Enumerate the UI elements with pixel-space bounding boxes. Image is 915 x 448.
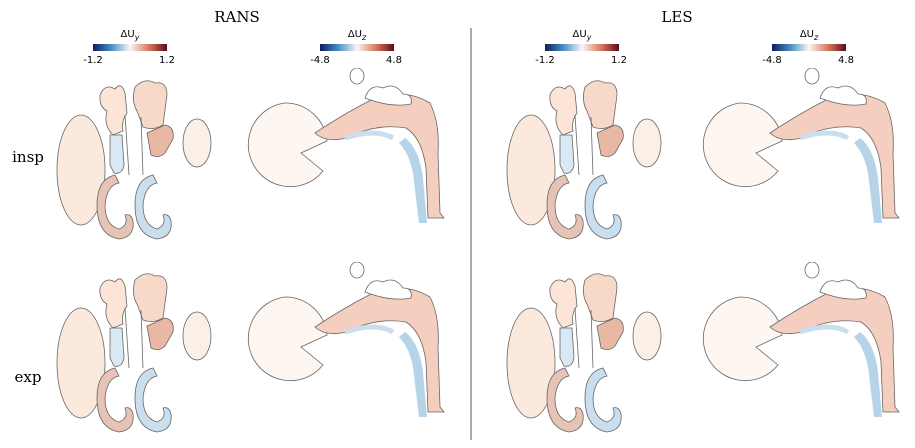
colorbar-symbol: ΔU bbox=[800, 29, 814, 40]
sagittal-field bbox=[703, 262, 899, 417]
colorbar-subscript: y bbox=[586, 33, 592, 42]
column-title: LES bbox=[661, 8, 692, 26]
colorbar-symbol: ΔU bbox=[121, 29, 135, 40]
colorbar-label: ΔUz bbox=[800, 29, 819, 42]
figure: RANS LES insp exp ΔUy-1.21.2ΔUz-4.84.8ΔU… bbox=[0, 0, 915, 444]
colorbar-max: 1.2 bbox=[611, 55, 627, 66]
colorbar-min: -4.8 bbox=[762, 55, 782, 66]
colorbar-label: ΔUz bbox=[348, 29, 367, 42]
colorbar bbox=[772, 44, 846, 51]
colorbar-label: ΔUy bbox=[121, 29, 140, 42]
coronal-field bbox=[507, 274, 661, 432]
colorbar bbox=[320, 44, 394, 51]
colorbar bbox=[93, 44, 167, 51]
colorbar-symbol: ΔU bbox=[573, 29, 587, 40]
colorbar-subscript: y bbox=[134, 33, 140, 42]
row-label: exp bbox=[15, 368, 42, 386]
sagittal-field bbox=[703, 68, 899, 223]
colorbar-max: 4.8 bbox=[838, 55, 854, 66]
colorbar-min: -1.2 bbox=[535, 55, 555, 66]
colorbar-max: 4.8 bbox=[386, 55, 402, 66]
coronal-field bbox=[57, 81, 211, 239]
coronal-field bbox=[57, 274, 211, 432]
colorbar-symbol: ΔU bbox=[348, 29, 362, 40]
row-label: insp bbox=[12, 148, 44, 166]
colorbar-max: 1.2 bbox=[159, 55, 175, 66]
colorbar-min: -1.2 bbox=[83, 55, 103, 66]
sagittal-field bbox=[248, 262, 444, 417]
coronal-field bbox=[507, 81, 661, 239]
column-title: RANS bbox=[214, 8, 260, 26]
colorbar bbox=[545, 44, 619, 51]
colorbar-label: ΔUy bbox=[573, 29, 592, 42]
colorbar-min: -4.8 bbox=[310, 55, 330, 66]
sagittal-field bbox=[248, 68, 444, 223]
colorbar-subscript: z bbox=[813, 33, 819, 42]
colorbar-subscript: z bbox=[361, 33, 367, 42]
